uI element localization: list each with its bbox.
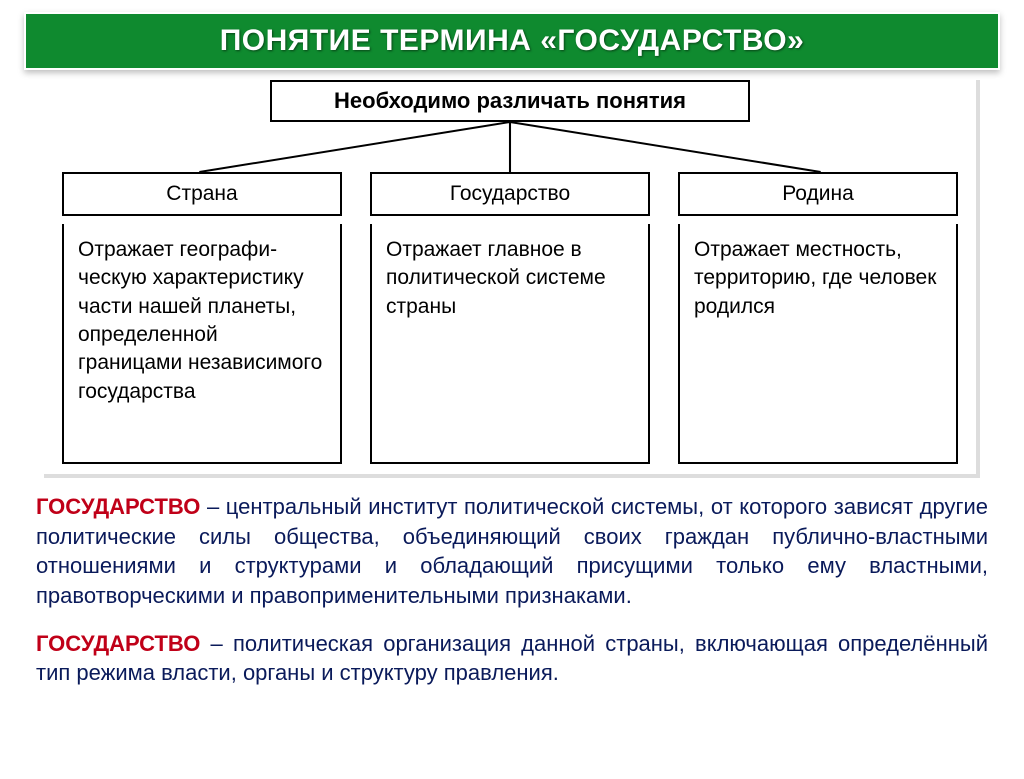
column-body: Отражает местность, территорию, где чело…: [678, 224, 958, 464]
slide-title: ПОНЯТИЕ ТЕРМИНА «ГОСУДАРСТВО»: [220, 24, 805, 57]
concept-diagram: Необходимо различать понятия Страна Отра…: [44, 80, 980, 478]
diagram-columns: Страна Отражает географи­ческую характер…: [44, 172, 976, 464]
diagram-column: Государство Отражает главное в политичес…: [370, 172, 650, 464]
column-body: Отражает главное в политической системе …: [370, 224, 650, 464]
diagram-column: Родина Отражает местность, территорию, г…: [678, 172, 958, 464]
definition-paragraph: ГОСУДАРСТВО – центральный институт полит…: [36, 492, 988, 611]
definitions-block: ГОСУДАРСТВО – центральный институт полит…: [36, 492, 988, 688]
definition-paragraph: ГОСУДАРСТВО – политическая организация д…: [36, 629, 988, 688]
definition-term: ГОСУДАРСТВО: [36, 494, 200, 519]
definition-term: ГОСУДАРСТВО: [36, 631, 200, 656]
column-head: Родина: [678, 172, 958, 216]
slide-title-bar: ПОНЯТИЕ ТЕРМИНА «ГОСУДАРСТВО»: [24, 12, 1000, 70]
column-body: Отражает географи­ческую характери­стику…: [62, 224, 342, 464]
diagram-column: Страна Отражает географи­ческую характер…: [62, 172, 342, 464]
diagram-connectors: [44, 122, 976, 172]
diagram-root: Необходимо различать понятия: [270, 80, 750, 122]
column-head: Страна: [62, 172, 342, 216]
column-head: Государство: [370, 172, 650, 216]
